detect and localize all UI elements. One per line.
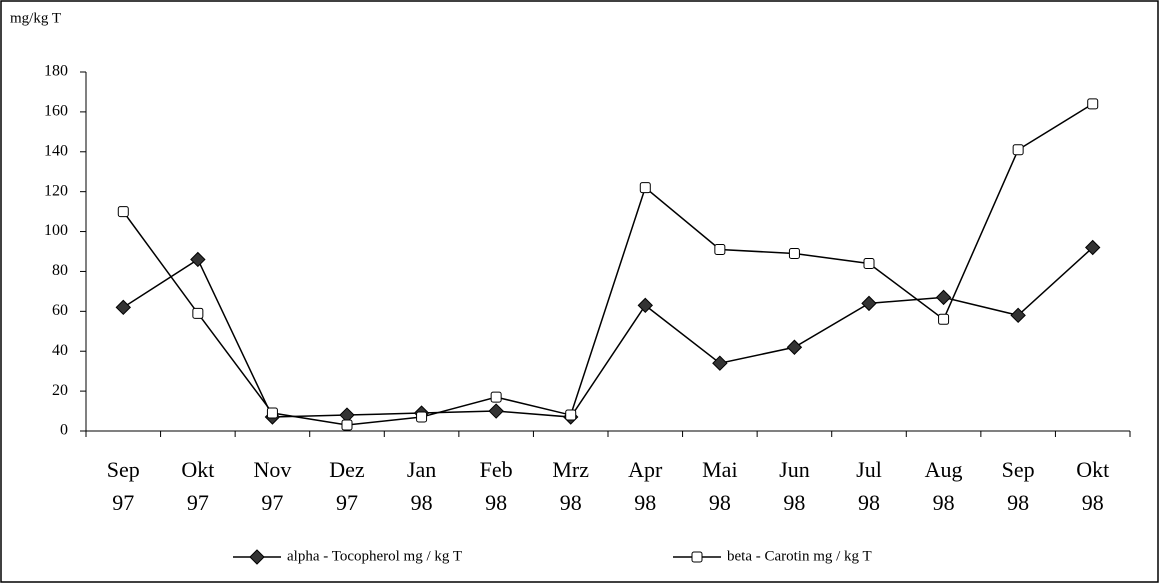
x-tick-label-line: 98 [858,490,880,515]
x-tick-label-line: Mrz [552,457,589,482]
y-tick-label: 40 [52,342,68,359]
x-tick-label: Mrz 98 [552,457,589,515]
y-tick-label: 120 [44,182,68,199]
data-point [637,297,653,314]
x-tick-label-line: Mai [702,457,737,482]
x-tick-label: Okt 98 [1076,457,1109,515]
y-tick-label: 80 [52,262,68,279]
y-tick-label: 20 [52,382,68,399]
y-tick-label: 140 [44,142,68,159]
x-tick-label-line: Apr [628,457,663,482]
x-tick-label-line: 97 [112,490,134,515]
data-point [115,299,131,316]
y-tick-label: 180 [44,63,68,80]
x-tick-label-line: Jul [856,457,882,482]
data-point [1087,98,1099,110]
legend-label: alpha - Tocopherol mg / kg T [287,548,462,564]
x-tick-label-line: 97 [261,490,283,515]
x-tick-label-line: 98 [783,490,805,515]
x-tick-label-line: Dez [329,457,365,482]
data-point [266,407,278,419]
legend-marker [249,549,265,565]
x-tick-label: Jun 98 [779,457,810,515]
x-tick-label: Aug 98 [925,457,963,515]
x-tick-label-line: Jun [779,457,810,482]
data-point [714,244,726,256]
data-point [341,419,353,431]
x-tick-label: Jul 98 [856,457,882,515]
x-tick-label-line: 98 [1007,490,1029,515]
x-tick-label-line: Nov [253,457,291,482]
x-tick-label-line: Feb [480,457,513,482]
x-tick-label-line: Okt [1076,457,1109,482]
x-tick-label: Nov 97 [253,457,291,515]
x-tick-label: Sep 98 [1002,457,1035,515]
data-point [1085,239,1101,256]
x-tick-label-line: 97 [187,490,209,515]
data-point [416,411,428,423]
x-tick-label: Okt 97 [181,457,214,515]
y-axis-label: mg/kg T [10,10,61,26]
x-tick-label-line: 98 [411,490,433,515]
x-tick-label-line: Sep [1002,457,1035,482]
x-tick-label-line: 98 [634,490,656,515]
x-tick-label: Jan 98 [407,457,436,515]
x-tick-label-line: Jan [407,457,436,482]
x-tick-label-line: Aug [925,457,963,482]
data-point [190,251,206,268]
x-tick-label-line: 98 [933,490,955,515]
y-tick-label: 160 [44,103,68,120]
x-tick-label-line: Okt [181,457,214,482]
x-tick-label: Dez 97 [329,457,365,515]
data-point [938,313,950,325]
data-point [863,257,875,269]
x-tick-label-line: 97 [336,490,358,515]
data-point [788,247,800,259]
data-point [565,409,577,421]
data-point [861,295,877,312]
x-tick-label-line: 98 [1082,490,1104,515]
series-line [122,103,1094,426]
data-point [935,289,952,306]
data-point [1010,307,1026,324]
x-tick-label: Apr 98 [628,457,663,515]
y-tick-label: 0 [60,422,68,439]
x-tick-label-line: 98 [709,490,731,515]
data-point [786,339,803,355]
x-tick-label: Feb 98 [480,457,513,515]
x-tick-label: Mai 98 [702,457,737,515]
x-tick-label-line: Sep [107,457,140,482]
data-point [192,307,204,319]
data-point [1012,144,1024,156]
data-point [712,355,728,371]
series-line [122,246,1094,418]
x-tick-label: Sep 97 [107,457,140,515]
y-tick-label: 100 [44,222,68,239]
x-tick-label-line: 98 [560,490,582,515]
data-point [490,391,502,403]
legend-marker [691,551,703,563]
x-tick-label-line: 98 [485,490,507,515]
data-point [639,182,651,194]
y-tick-label: 60 [52,302,68,319]
legend-label: beta - Carotin mg / kg T [727,548,872,564]
data-point [117,206,129,218]
data-point [488,403,504,419]
